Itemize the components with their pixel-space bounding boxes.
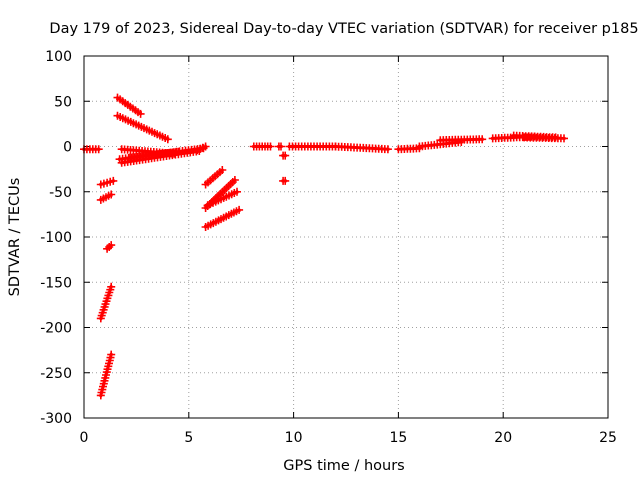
data-series-seg-03 <box>96 190 116 204</box>
data-series-seg-12 <box>126 147 183 162</box>
data-series-seg-02 <box>96 176 118 189</box>
data-point <box>94 145 103 154</box>
data-point <box>201 142 210 151</box>
y-tick-labels: -300 -250 -200 -150 -100 -50 0 50 100 <box>40 49 72 427</box>
y-tick-label: -250 <box>40 366 72 382</box>
x-tick-label: 20 <box>494 430 512 446</box>
data-series-seg-17 <box>201 205 244 231</box>
data-point <box>230 176 239 184</box>
data-series-seg-21 <box>279 176 290 185</box>
data-series-seg-22 <box>285 142 340 151</box>
plot-frame <box>83 55 609 419</box>
x-tick-labels: 0 5 10 15 20 25 <box>80 430 617 446</box>
data-series-seg-20 <box>279 151 290 160</box>
data-point <box>560 134 568 143</box>
x-axis-title: GPS time / hours <box>283 458 404 474</box>
x-tick-label: 15 <box>389 430 407 446</box>
data-series-seg-06 <box>96 350 116 400</box>
y-tick-label: 50 <box>54 94 72 110</box>
data-point <box>107 350 116 359</box>
axis-ticks <box>83 55 609 419</box>
data-series-seg-13 <box>193 142 210 155</box>
data-point <box>383 145 392 154</box>
y-tick-label: -50 <box>49 185 72 201</box>
data-point <box>136 109 145 118</box>
chart-title: Day 179 of 2023, Sidereal Day-to-day VTE… <box>49 21 638 37</box>
data-point <box>551 133 560 142</box>
data-series-seg-19 <box>274 142 285 151</box>
data-point <box>478 135 487 144</box>
data-series-seg-29 <box>509 131 560 142</box>
data-series-seg-16 <box>203 187 241 210</box>
data-series-seg-14 <box>201 166 227 189</box>
data-point <box>107 282 116 291</box>
data-series-seg-18 <box>249 142 275 151</box>
data-point <box>266 142 275 151</box>
data-point <box>281 151 290 160</box>
data-series-seg-26 <box>436 135 487 145</box>
y-axis-title: SDTVAR / TECUs <box>7 178 23 297</box>
data-point <box>218 166 227 174</box>
y-tick-label: 100 <box>45 49 72 65</box>
data-point <box>233 187 241 196</box>
series-trace <box>115 95 143 116</box>
y-tick-label: -100 <box>40 230 72 246</box>
x-tick-label: 5 <box>184 430 193 446</box>
data-series-seg-01 <box>80 145 103 154</box>
x-tick-label: 0 <box>80 430 89 446</box>
data-point <box>235 205 244 214</box>
data-point <box>277 142 285 151</box>
y-tick-label: 0 <box>63 140 72 156</box>
data-point <box>163 135 172 144</box>
data-series-seg-05 <box>96 282 116 323</box>
x-tick-label: 10 <box>285 430 303 446</box>
data-series-seg-07 <box>113 93 145 118</box>
y-tick-label: -200 <box>40 321 72 337</box>
y-tick-label: -150 <box>40 275 72 291</box>
data-series <box>80 93 568 400</box>
data-point <box>107 241 116 250</box>
y-tick-label: -300 <box>40 411 72 427</box>
data-point <box>109 176 118 185</box>
data-point <box>107 190 116 199</box>
data-point <box>281 176 290 185</box>
data-series-seg-04 <box>103 241 116 253</box>
data-series-seg-23 <box>331 142 392 154</box>
grid-lines <box>84 56 608 418</box>
x-tick-label: 25 <box>599 430 617 446</box>
data-series-seg-08 <box>113 111 172 144</box>
data-point <box>174 147 183 156</box>
